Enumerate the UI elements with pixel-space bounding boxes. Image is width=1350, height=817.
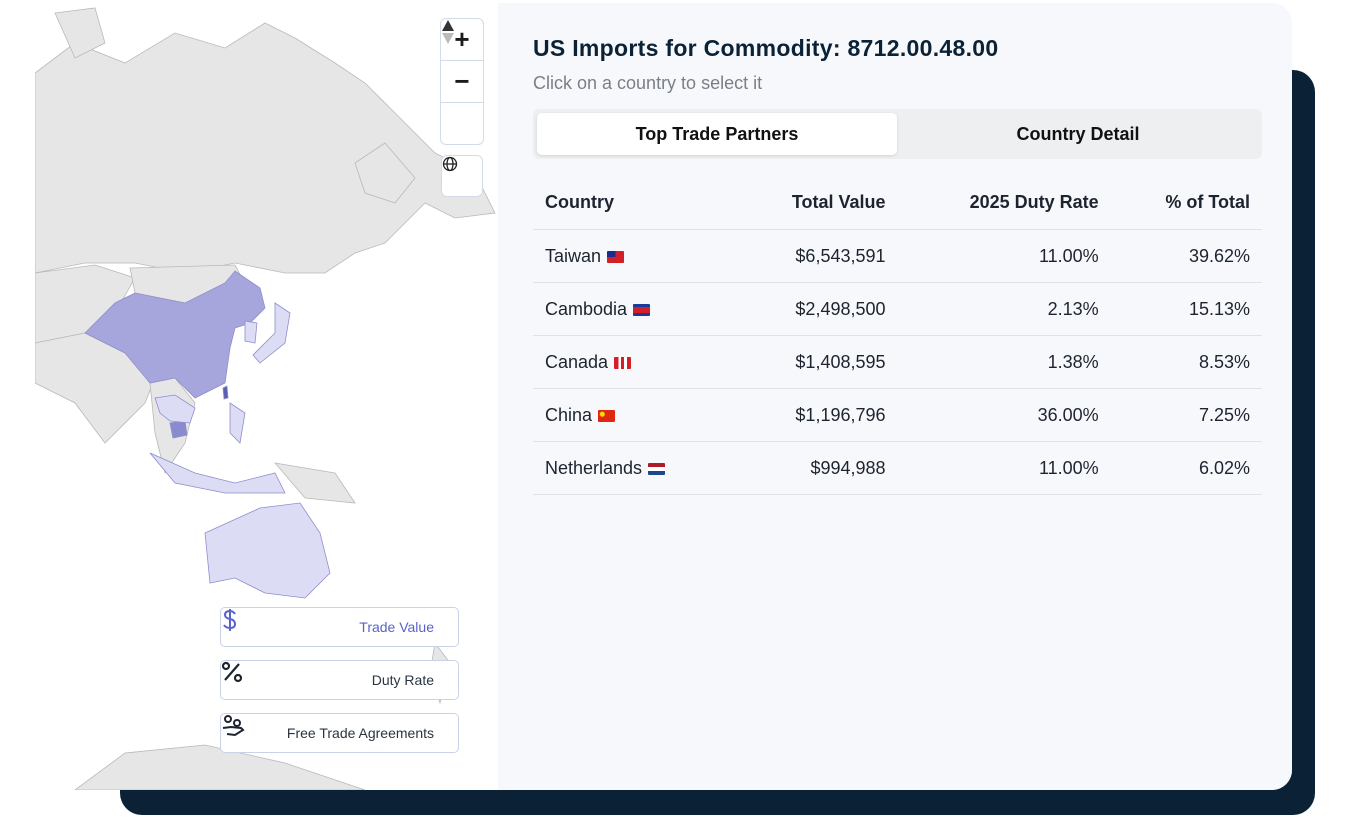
antarctica-edge	[74, 744, 366, 790]
globe-button[interactable]	[441, 155, 483, 197]
zoom-in-button[interactable]: +	[441, 19, 483, 61]
table-row[interactable]: Netherlands $994,988 11.00% 6.02%	[533, 441, 1262, 495]
total-value: $6,543,591	[733, 229, 898, 283]
total-value: $1,196,796	[733, 388, 898, 442]
table-row[interactable]: Taiwan $6,543,591 11.00% 39.62%	[533, 229, 1262, 283]
page-subtitle: Click on a country to select it	[533, 73, 763, 93]
dollar-icon	[223, 609, 237, 631]
mode-label: Duty Rate	[371, 672, 434, 688]
compass-button[interactable]	[441, 20, 483, 144]
total-value: $2,498,500	[733, 282, 898, 336]
table-row[interactable]: Cambodia $2,498,500 2.13% 15.13%	[533, 282, 1262, 336]
column-header[interactable]: 2025 Duty Rate	[897, 176, 1111, 230]
handshake-icon	[222, 715, 245, 737]
detail-panel: US Imports for Commodity: 8712.00.48.00 …	[498, 3, 1292, 790]
column-header[interactable]: Total Value	[733, 176, 898, 230]
duty-rate: 11.00%	[897, 441, 1111, 495]
percent-total: 39.62%	[1110, 229, 1262, 283]
duty-rate: 11.00%	[897, 229, 1111, 283]
duty-rate: 1.38%	[897, 335, 1111, 389]
japan	[252, 302, 291, 364]
country-name: Taiwan	[545, 245, 602, 266]
percent-total: 6.02%	[1110, 441, 1262, 495]
china-flag-icon	[598, 409, 616, 422]
percent-total: 8.53%	[1110, 335, 1262, 389]
cambodia-flag-icon	[633, 303, 651, 316]
taiwan	[222, 385, 229, 400]
table-row[interactable]: China $1,196,796 36.00% 7.25%	[533, 388, 1262, 442]
mode-trade-value-button[interactable]: Trade Value	[220, 607, 459, 647]
mode-fta-button[interactable]: Free Trade Agreements	[220, 713, 459, 753]
total-value: $994,988	[733, 441, 898, 495]
country-name: China	[545, 404, 593, 425]
column-header[interactable]: Country	[533, 176, 734, 230]
app-card: + − Trade Value Duty Rate Free Trade Agr…	[35, 3, 1292, 790]
globe-icon	[442, 156, 458, 172]
world-map[interactable]: + − Trade Value Duty Rate Free Trade Agr…	[35, 3, 498, 790]
mode-label: Trade Value	[359, 619, 434, 635]
tab-country-detail[interactable]: Country Detail	[1016, 123, 1140, 144]
australia	[204, 502, 331, 599]
mode-duty-rate-button[interactable]: Duty Rate	[220, 660, 459, 700]
map-svg[interactable]	[35, 3, 498, 790]
tab-bar: Top Trade Partners Country Detail	[533, 109, 1262, 159]
country-name: Canada	[545, 351, 609, 372]
taiwan-flag-icon	[607, 250, 625, 263]
siberia-east	[354, 142, 416, 204]
cambodia	[169, 420, 188, 439]
canada-flag-icon	[614, 356, 632, 369]
philippines	[229, 402, 246, 444]
partners-table: Country Total Value 2025 Duty Rate % of …	[533, 176, 1262, 495]
zoom-controls: + −	[440, 18, 484, 145]
duty-rate: 2.13%	[897, 282, 1111, 336]
papua	[273, 462, 356, 504]
total-value: $1,408,595	[733, 335, 898, 389]
russia	[35, 22, 496, 274]
percent-total: 7.25%	[1110, 388, 1262, 442]
country-name: Cambodia	[545, 298, 628, 319]
table-row[interactable]: Canada $1,408,595 1.38% 8.53%	[533, 335, 1262, 389]
country-name: Netherlands	[545, 457, 643, 478]
netherlands-flag-icon	[648, 462, 666, 475]
duty-rate: 36.00%	[897, 388, 1111, 442]
indonesia	[149, 452, 286, 494]
greenland-islands	[54, 7, 106, 59]
percent-total: 15.13%	[1110, 282, 1262, 336]
korea	[244, 320, 258, 344]
compass-icon	[442, 20, 454, 44]
percent-icon	[221, 661, 243, 683]
mode-label: Free Trade Agreements	[286, 725, 434, 741]
column-header[interactable]: % of Total	[1110, 176, 1262, 230]
vietnam-thailand	[154, 394, 196, 424]
page-title: US Imports for Commodity: 8712.00.48.00	[533, 35, 999, 61]
tab-top-trade-partners[interactable]: Top Trade Partners	[537, 113, 897, 155]
zoom-out-button[interactable]: −	[441, 61, 483, 103]
